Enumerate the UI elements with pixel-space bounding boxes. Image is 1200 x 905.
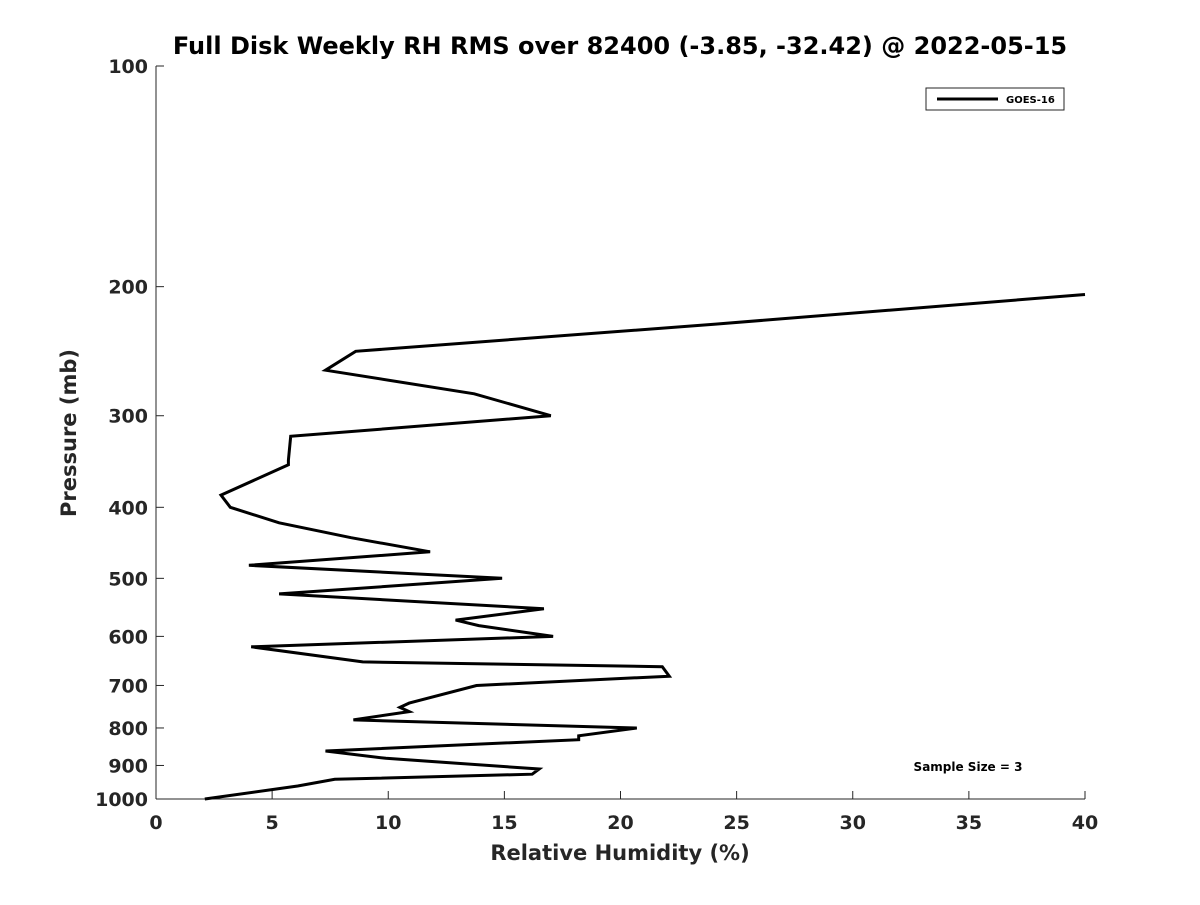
x-tick-label: 40: [1072, 812, 1098, 834]
y-tick-label: 400: [108, 497, 148, 519]
x-tick-label: 35: [956, 812, 982, 834]
legend-label: GOES-16: [1006, 95, 1055, 106]
y-tick-label: 200: [108, 277, 148, 299]
y-tick-label: 1000: [95, 789, 148, 811]
y-tick-label: 900: [108, 755, 148, 777]
chart-title: Full Disk Weekly RH RMS over 82400 (-3.8…: [173, 32, 1067, 60]
x-tick-label: 25: [723, 812, 749, 834]
x-tick-label: 5: [266, 812, 279, 834]
plot-area: [204, 293, 1086, 801]
sample-size-annotation: Sample Size = 3: [914, 760, 1023, 774]
x-tick-label: 15: [491, 812, 517, 834]
x-tick-label: 20: [607, 812, 633, 834]
x-axis-label: Relative Humidity (%): [490, 841, 749, 865]
y-axis-label: Pressure (mb): [57, 349, 81, 517]
y-tick-label: 700: [108, 675, 148, 697]
y-tick-label: 600: [108, 626, 148, 648]
x-tick-label: 10: [375, 812, 401, 834]
y-tick-label: 500: [108, 568, 148, 590]
series-line-goes-16: [204, 293, 1086, 801]
legend: GOES-16: [925, 87, 1065, 111]
y-tick-label: 300: [108, 406, 148, 428]
x-tick-label: 0: [149, 812, 162, 834]
y-tick-label: 100: [108, 56, 148, 78]
y-tick-label: 800: [108, 718, 148, 740]
axes: 0 5 10 15 20 25 30 35 40 100 200 300 400 500 600 700 800…: [95, 56, 1098, 834]
x-tick-label: 30: [840, 812, 866, 834]
